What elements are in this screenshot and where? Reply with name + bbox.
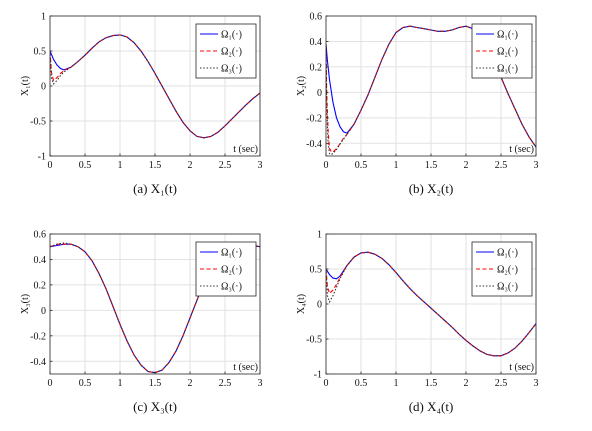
y-tick-label: -1 <box>38 152 46 163</box>
y-tick-label: -0.5 <box>30 117 46 128</box>
series-line-3 <box>326 251 536 357</box>
x-tick-label: 1.5 <box>149 160 162 171</box>
x-tick-label: 1.5 <box>149 378 162 389</box>
x-tick-label: 2 <box>464 160 469 171</box>
x-tick-label: 3 <box>258 378 263 389</box>
legend: Ω₁(·) Ω₂(·) Ω₃(·) <box>471 241 533 297</box>
legend-label-2: Ω₂(·) <box>497 265 518 276</box>
x-tick-label: 0.5 <box>355 160 368 171</box>
x-tick-label: 2.5 <box>495 160 508 171</box>
y-tick-label: 0.5 <box>34 47 47 58</box>
subplot-1: 0 0.5 1 1.5 2 2.5 3 -1 -0.5 0 0.5 1 t (sec) X₁(t) Ω₁(·… <box>20 12 263 197</box>
y-tick-label: 0 <box>41 82 46 93</box>
legend-label-3: Ω₃(·) <box>221 64 242 75</box>
x-tick-label: 0 <box>48 160 53 171</box>
y-tick-label: -1 <box>314 370 322 381</box>
legend-box <box>195 23 257 79</box>
legend-label-1: Ω₁(·) <box>221 248 242 259</box>
y-axis-label: X₃(t) <box>20 294 31 314</box>
x-tick-label: 0.5 <box>355 378 368 389</box>
legend: Ω₁(·) Ω₂(·) Ω₃(·) <box>471 23 533 79</box>
subplot-4: 0 0.5 1 1.5 2 2.5 3 -1 -0.5 0 0.5 1 t (sec) X₄(t) Ω₁(·… <box>296 230 539 415</box>
x-tick-label: 2 <box>188 378 193 389</box>
y-tick-label: -0.4 <box>30 357 46 368</box>
x-tick-label: 0.5 <box>79 160 92 171</box>
legend-label-1: Ω₁(·) <box>497 248 518 259</box>
y-tick-label: 1 <box>41 12 46 23</box>
y-tick-label: 0.6 <box>310 12 323 23</box>
y-axis-label: X₂(t) <box>296 76 307 96</box>
legend: Ω₁(·) Ω₂(·) Ω₃(·) <box>195 241 257 297</box>
x-tick-label: 1 <box>118 160 123 171</box>
subplot-caption: (b) X₂(t) <box>409 181 454 196</box>
y-tick-label: -0.5 <box>306 335 322 346</box>
y-tick-label: 1 <box>317 230 322 241</box>
x-tick-label: 2.5 <box>219 160 232 171</box>
y-axis-label: X₁(t) <box>20 76 31 96</box>
x-axis-label: t (sec) <box>509 144 534 155</box>
y-tick-label: 0.6 <box>34 230 47 241</box>
legend-label-3: Ω₃(·) <box>497 64 518 75</box>
x-tick-label: 3 <box>534 160 539 171</box>
legend-box <box>471 23 533 79</box>
legend: Ω₁(·) Ω₂(·) Ω₃(·) <box>195 23 257 79</box>
x-axis-label: t (sec) <box>509 362 534 373</box>
y-tick-label: 0.2 <box>310 62 323 73</box>
y-tick-label: -0.2 <box>306 113 322 124</box>
y-tick-label: 0.5 <box>310 265 323 276</box>
y-tick-label: 0 <box>41 306 46 317</box>
y-tick-label: 0 <box>317 88 322 99</box>
legend-box <box>471 241 533 297</box>
x-tick-label: 0 <box>324 160 329 171</box>
subplot-caption: (a) X₁(t) <box>133 181 177 196</box>
legend-label-3: Ω₃(·) <box>497 282 518 293</box>
subplot-3: 0 0.5 1 1.5 2 2.5 3 -0.4 -0.2 0 0.2 0.4 0.6 t (sec) X₃… <box>20 230 263 415</box>
series-line-3 <box>50 34 260 139</box>
x-tick-label: 2.5 <box>495 378 508 389</box>
y-tick-label: -0.4 <box>306 139 322 150</box>
x-tick-label: 2 <box>464 378 469 389</box>
legend-label-3: Ω₃(·) <box>221 282 242 293</box>
y-axis-label: X₄(t) <box>296 294 307 314</box>
legend-label-1: Ω₁(·) <box>221 30 242 41</box>
x-tick-label: 3 <box>534 378 539 389</box>
x-tick-label: 0.5 <box>79 378 92 389</box>
y-tick-label: 0.2 <box>34 280 47 291</box>
x-tick-label: 1 <box>394 160 399 171</box>
x-tick-label: 2 <box>188 160 193 171</box>
x-tick-label: 1.5 <box>425 378 438 389</box>
subplot-caption: (c) X₃(t) <box>133 399 177 414</box>
x-tick-label: 3 <box>258 160 263 171</box>
x-tick-label: 1.5 <box>425 160 438 171</box>
y-tick-label: 0.4 <box>310 37 323 48</box>
x-tick-label: 0 <box>48 378 53 389</box>
subplot-2: 0 0.5 1 1.5 2 2.5 3 -0.4 -0.2 0 0.2 0.4 0.6 t (sec) X₂… <box>296 12 539 197</box>
legend-label-2: Ω₂(·) <box>221 265 242 276</box>
y-tick-label: -0.2 <box>30 331 46 342</box>
legend-label-2: Ω₂(·) <box>221 47 242 58</box>
subplot-caption: (d) X₄(t) <box>409 399 454 414</box>
legend-box <box>195 241 257 297</box>
x-tick-label: 1 <box>118 378 123 389</box>
x-tick-label: 2.5 <box>219 378 232 389</box>
y-tick-label: 0.4 <box>34 255 47 266</box>
legend-label-2: Ω₂(·) <box>497 47 518 58</box>
x-axis-label: t (sec) <box>233 362 258 373</box>
legend-label-1: Ω₁(·) <box>497 30 518 41</box>
x-tick-label: 0 <box>324 378 329 389</box>
x-tick-label: 1 <box>394 378 399 389</box>
x-axis-label: t (sec) <box>233 144 258 155</box>
y-tick-label: 0 <box>317 300 322 311</box>
